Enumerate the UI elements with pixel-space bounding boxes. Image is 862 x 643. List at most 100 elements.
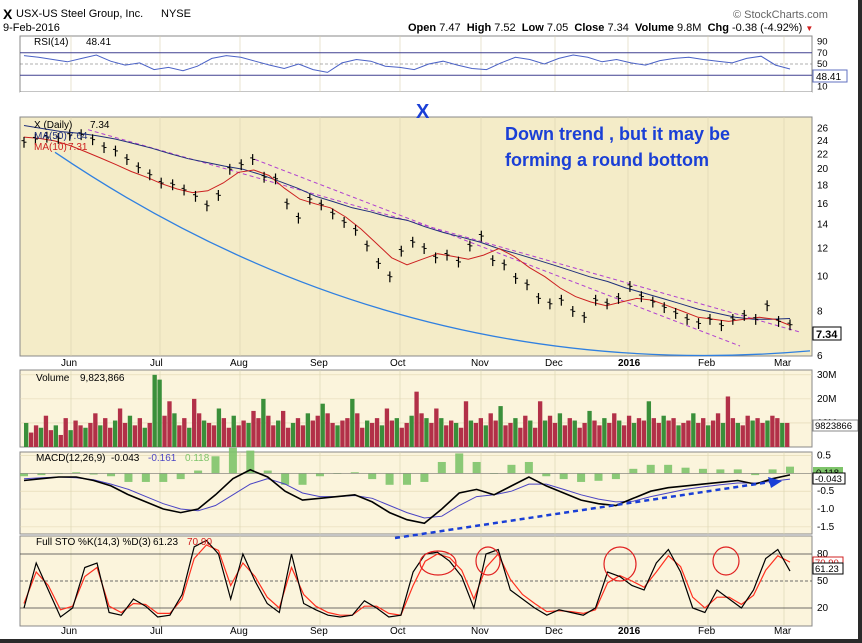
volume-bar bbox=[117, 408, 123, 447]
volume-bar bbox=[686, 420, 691, 447]
volume-bar bbox=[439, 418, 444, 447]
open-value: 7.47 bbox=[439, 22, 461, 34]
volume-bar bbox=[750, 420, 755, 447]
x-tick-label: 2016 bbox=[618, 358, 641, 369]
x-tick-label: Jun bbox=[61, 358, 77, 369]
volume-bar bbox=[290, 422, 296, 447]
price-legend: X (Daily) 7.34 MA(50) 7.64 MA(10) 7.31 bbox=[34, 120, 110, 153]
volume-label: Volume bbox=[634, 22, 674, 34]
sto-k-value: 61.23 bbox=[153, 537, 178, 548]
rsi-tick-label: 70 bbox=[817, 48, 828, 59]
volume-bar bbox=[132, 425, 138, 447]
volume-bar bbox=[607, 422, 612, 447]
volume-bar bbox=[261, 398, 266, 447]
volume-bar bbox=[211, 425, 217, 447]
volume-bar bbox=[28, 432, 34, 447]
macd-histogram-bar bbox=[733, 469, 742, 474]
volume-bar bbox=[340, 420, 345, 447]
chg-label: Chg bbox=[707, 22, 729, 34]
volume-tick-label: 20M bbox=[817, 394, 836, 405]
sto-k-box-value: 61.23 bbox=[815, 564, 839, 575]
macd-last-box: 0.118 -0.043 bbox=[812, 467, 846, 485]
volume-bar bbox=[696, 422, 701, 447]
overbought-circle-marker bbox=[475, 546, 501, 576]
volume-bar bbox=[98, 425, 103, 447]
volume-bar bbox=[473, 422, 479, 447]
volume-bar bbox=[152, 374, 157, 447]
macd-histogram-bar bbox=[455, 453, 464, 474]
price-tick-label: 22 bbox=[817, 149, 829, 160]
volume-panel-label: Volume bbox=[36, 373, 70, 384]
volume-bar bbox=[612, 413, 617, 447]
macd-hist-box-bg bbox=[813, 467, 843, 477]
sto-legend: Full STO %K(14,3) %D(3) 61.23 70.90 bbox=[36, 537, 212, 548]
macd-histogram-bar bbox=[768, 469, 777, 474]
volume-bar bbox=[192, 398, 197, 447]
volume-bar bbox=[404, 422, 409, 447]
volume-bar bbox=[681, 422, 686, 447]
trend-annotation-line1: Down trend , but it may be bbox=[505, 124, 730, 144]
low-value: 7.05 bbox=[546, 22, 569, 34]
volume-bar bbox=[582, 422, 587, 447]
close-label: Close bbox=[574, 22, 605, 34]
macd-histogram-bar bbox=[350, 472, 359, 474]
volume-bar bbox=[414, 391, 419, 447]
x-tick-label: Sep bbox=[310, 358, 328, 369]
x-tick-label: Feb bbox=[698, 626, 716, 637]
rsi-tick-label: 90 bbox=[817, 37, 828, 48]
volume-bar bbox=[33, 425, 39, 447]
macd-histogram-bar bbox=[716, 469, 725, 474]
macd-histogram-bar bbox=[420, 473, 429, 482]
rsi-label: RSI(14) bbox=[34, 37, 68, 48]
volume-bar bbox=[355, 413, 360, 447]
macd-histogram-bar bbox=[751, 473, 760, 476]
volume-bar bbox=[127, 415, 133, 447]
volume-bar bbox=[256, 418, 261, 447]
volume-last-value: 9823866 bbox=[815, 421, 852, 432]
volume-bar bbox=[389, 420, 395, 447]
price-last-box-bg bbox=[812, 326, 842, 341]
macd-histogram-bar bbox=[159, 473, 168, 482]
x-tick-label: Dec bbox=[545, 358, 563, 369]
volume-bar bbox=[592, 420, 597, 447]
volume-bar bbox=[493, 420, 498, 447]
volume-bar bbox=[271, 425, 276, 447]
volume-bar bbox=[597, 425, 602, 447]
volume-bar bbox=[458, 427, 464, 447]
volume-bar bbox=[621, 425, 627, 447]
annotation-gap-bg bbox=[20, 92, 812, 117]
macd-signal-value: -0.161 bbox=[148, 453, 177, 464]
overbought-circle-marker bbox=[712, 546, 740, 576]
volume-bar bbox=[103, 418, 108, 447]
ohlc-bar: Open 7.47 High 7.52 Low 7.05 Close 7.34 … bbox=[408, 22, 813, 34]
volume-bar bbox=[137, 418, 143, 447]
rsi-last-value: 48.41 bbox=[816, 72, 841, 83]
trend-annotation-line2: forming a round bottom bbox=[505, 150, 709, 170]
volume-bar bbox=[523, 415, 528, 447]
volume-value: 9.8M bbox=[676, 22, 702, 34]
price-label: X (Daily) bbox=[34, 120, 72, 131]
macd-histogram-bar bbox=[141, 473, 150, 482]
volume-bar bbox=[196, 413, 202, 447]
exchange-label: NYSE bbox=[161, 8, 191, 20]
rsi-panel bbox=[20, 52, 812, 76]
volume-bar bbox=[488, 413, 493, 447]
volume-bar bbox=[646, 401, 652, 447]
volume-tick-label: 30M bbox=[817, 370, 836, 381]
volume-bar bbox=[651, 418, 656, 447]
rsi-tick-label: 50 bbox=[817, 59, 828, 70]
x-tick-label: Mar bbox=[774, 358, 792, 369]
volume-bar bbox=[656, 422, 661, 447]
volume-bar bbox=[453, 422, 459, 447]
volume-bar bbox=[345, 418, 350, 447]
price-panel-bg bbox=[19, 116, 813, 357]
x-tick-label: Oct bbox=[390, 626, 406, 637]
volume-bar bbox=[705, 425, 711, 447]
volume-bar bbox=[537, 401, 543, 447]
price-panel bbox=[21, 125, 811, 357]
volume-bar bbox=[671, 418, 676, 447]
volume-bar bbox=[661, 415, 666, 447]
volume-bar bbox=[587, 410, 592, 447]
volume-bar bbox=[187, 427, 192, 447]
volume-bar bbox=[394, 418, 399, 447]
